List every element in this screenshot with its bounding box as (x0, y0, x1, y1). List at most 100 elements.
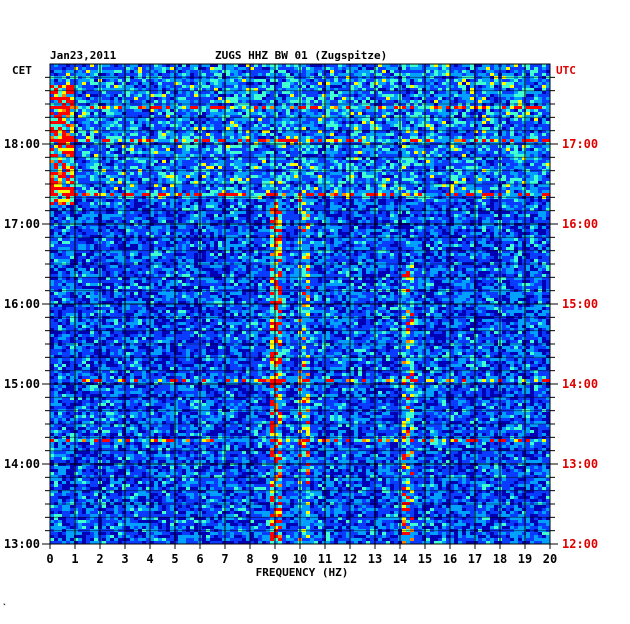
spectrogram-cell (534, 73, 538, 76)
spectrogram-cell (74, 145, 78, 148)
spectrogram-cell (494, 172, 498, 175)
spectrogram-cell (90, 85, 94, 88)
spectrogram-cell (90, 100, 94, 103)
spectrogram-cell (378, 151, 382, 154)
spectrogram-cell (394, 163, 398, 166)
spectrogram-cell (258, 106, 262, 109)
spectrogram-cell (294, 193, 298, 196)
spectrogram-cell (462, 178, 466, 181)
spectrogram-cell (494, 112, 498, 115)
spectrogram-cell (218, 91, 222, 94)
spectrogram-cell (286, 145, 290, 148)
spectrogram-cell (142, 103, 146, 106)
spectrogram-cell (422, 79, 426, 82)
spectrogram-cell (266, 190, 270, 193)
spectrogram-cell (54, 184, 58, 187)
spectrogram-cell (370, 181, 374, 184)
spectrogram-cell (434, 121, 438, 124)
spectrogram-cell (326, 85, 330, 88)
spectrogram-cell (70, 166, 74, 169)
spectrogram-cell (470, 157, 474, 160)
spectrogram-cell (306, 181, 310, 184)
spectrogram-cell (286, 79, 290, 82)
spectrogram-cell (450, 166, 454, 169)
spectrogram-cell (102, 139, 106, 142)
spectrogram-cell (82, 139, 86, 142)
spectrogram-cell (358, 115, 362, 118)
spectrogram-cell (458, 127, 462, 130)
spectrogram-cell (446, 172, 450, 175)
spectrogram-cell (530, 184, 534, 187)
spectrogram-cell (218, 106, 222, 109)
spectrogram-cell (282, 190, 286, 193)
spectrogram-cell (238, 124, 242, 127)
spectrogram-cell (350, 127, 354, 130)
spectrogram-cell (454, 88, 458, 91)
spectrogram-cell (202, 181, 206, 184)
spectrogram-cell (154, 67, 158, 70)
spectrogram-cell (350, 136, 354, 139)
spectrogram-cell (426, 184, 430, 187)
spectrogram-cell (318, 139, 322, 142)
spectrogram-cell (474, 154, 478, 157)
spectrogram-cell (278, 115, 282, 118)
spectrogram-cell (210, 130, 214, 133)
spectrogram-cell (378, 193, 382, 196)
spectrogram-cell (130, 133, 134, 136)
spectrogram-cell (270, 91, 274, 94)
spectrogram-cell (510, 97, 514, 100)
spectrogram-cell (78, 82, 82, 85)
spectrogram-cell (482, 121, 486, 124)
spectrogram-cell (538, 175, 542, 178)
spectrogram-cell (226, 151, 230, 154)
spectrogram-cell (466, 82, 470, 85)
spectrogram-cell (278, 145, 282, 148)
spectrogram-cell (106, 97, 110, 100)
spectrogram-cell (290, 139, 294, 142)
spectrogram-cell (342, 88, 346, 91)
spectrogram-cell (226, 163, 230, 166)
spectrogram-cell (370, 175, 374, 178)
spectrogram-cell (194, 88, 198, 91)
spectrogram-cell (154, 130, 158, 133)
spectrogram-cell (286, 106, 290, 109)
spectrogram-cell (134, 115, 138, 118)
spectrogram-cell (382, 145, 386, 148)
spectrogram-cell (446, 160, 450, 163)
spectrogram-cell (486, 88, 490, 91)
spectrogram-cell (218, 70, 222, 73)
spectrogram-cell (238, 175, 242, 178)
spectrogram-cell (274, 190, 278, 193)
spectrogram-cell (366, 79, 370, 82)
spectrogram-cell (510, 67, 514, 70)
spectrogram-cell (410, 181, 414, 184)
spectrogram-cell (454, 79, 458, 82)
spectrogram-cell (106, 94, 110, 97)
spectrogram-cell (258, 70, 262, 73)
spectrogram-cell (230, 130, 234, 133)
spectrogram-cell (106, 82, 110, 85)
spectrogram-cell (330, 73, 334, 76)
spectrogram-cell (534, 187, 538, 190)
spectrogram-cell (158, 175, 162, 178)
spectrogram-cell (466, 106, 470, 109)
spectrogram-cell (166, 67, 170, 70)
spectrogram-cell (354, 190, 358, 193)
spectrogram-cell (50, 88, 54, 91)
spectrogram-cell (426, 130, 430, 133)
spectrogram-cell (158, 115, 162, 118)
spectrogram-cell (234, 178, 238, 181)
spectrogram-cell (158, 193, 162, 196)
spectrogram-cell (146, 121, 150, 124)
spectrogram-cell (170, 166, 174, 169)
spectrogram-cell (90, 175, 94, 178)
spectrogram-cell (338, 79, 342, 82)
spectrogram-cell (138, 130, 142, 133)
spectrogram-cell (326, 172, 330, 175)
spectrogram-cell (358, 127, 362, 130)
spectrogram-cell (138, 190, 142, 193)
spectrogram-cell (94, 115, 98, 118)
spectrogram-cell (118, 121, 122, 124)
spectrogram-cell (534, 151, 538, 154)
spectrogram-cell (242, 121, 246, 124)
